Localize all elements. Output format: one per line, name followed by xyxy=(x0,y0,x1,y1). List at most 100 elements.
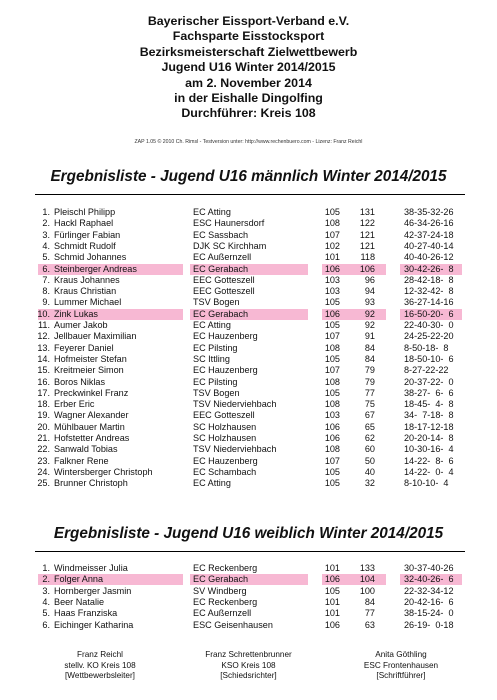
header-line-competition: Bezirksmeisterschaft Zielwettbewerb xyxy=(139,44,358,59)
club-cell: SC Holzhausen xyxy=(193,433,257,443)
highlight-marker xyxy=(190,263,308,275)
name-cell: Wintersberger Christoph xyxy=(54,466,153,477)
result-row: 22. Sanwald Tobias TSV Niederviehbach 108 60… xyxy=(0,444,497,455)
name-cell: Pleischl Philipp xyxy=(54,207,116,217)
signer-function: [Schriftführer] xyxy=(376,671,426,681)
signer-role: KSO Kreis 108 xyxy=(221,660,276,670)
club-cell: EC Hauzenberg xyxy=(193,365,258,376)
rank-cell: 4. xyxy=(42,596,50,607)
result-row: 13. Feyerer Daniel EC Pilsting 108 84 8-50-18… xyxy=(0,343,497,354)
result-row: 24. Wintersberger Christoph EC Schambach 10… xyxy=(0,467,497,478)
rank-cell: 5. xyxy=(42,252,50,263)
header-line-date: am 2. November 2014 xyxy=(185,75,312,90)
club-cell: EC Außernzell xyxy=(193,252,252,263)
series-cell: 18-17-12-18 xyxy=(404,421,454,432)
kreis-cell: 107 xyxy=(324,229,340,240)
club-cell: EC Gerabach xyxy=(193,308,249,319)
signer-name: Anita Göthling xyxy=(375,650,427,659)
rank-cell: 10. xyxy=(37,308,50,319)
result-row: 7. Kraus Johannes EEC Gotteszell 103 96 28-42… xyxy=(0,275,497,286)
kreis-cell: 101 xyxy=(324,252,340,263)
highlight-marker xyxy=(38,574,54,586)
series-cell: 40-40-26-12 xyxy=(404,252,454,263)
highlight-marker xyxy=(400,574,462,586)
points-cell: 131 xyxy=(359,207,375,217)
software-note: ZAP 1.05 © 2010 Ch. Rimsl - Testversion … xyxy=(134,139,363,145)
series-cell: 8-27-22-22 xyxy=(404,365,449,376)
header-line-organizer: Durchführer: Kreis 108 xyxy=(181,106,316,121)
series-cell: 14-22- 8- 6 xyxy=(404,455,454,466)
signer-function: [Schiedsrichter] xyxy=(220,671,277,681)
series-cell: 8-50-18- 8 xyxy=(404,342,449,353)
points-cell: 94 xyxy=(364,286,375,297)
club-cell: EC Pilsting xyxy=(193,376,238,387)
points-cell: 121 xyxy=(359,240,375,251)
rank-cell: 20. xyxy=(37,421,50,432)
kreis-cell: 103 xyxy=(324,410,340,421)
series-cell: 26-19- 0-18 xyxy=(404,619,454,630)
name-cell: Mühlbauer Martin xyxy=(54,421,125,432)
points-cell: 84 xyxy=(364,342,375,353)
kreis-cell: 105 xyxy=(324,353,340,364)
name-cell: Brunner Christoph xyxy=(54,478,128,489)
points-cell: 93 xyxy=(364,297,375,308)
signer-role: stellv. KO Kreis 108 xyxy=(64,660,136,670)
series-cell: 32-40-26- 6 xyxy=(404,574,454,585)
kreis-cell: 107 xyxy=(324,455,340,466)
rank-cell: 3. xyxy=(42,585,50,596)
rank-cell: 11. xyxy=(38,320,50,330)
highlight-marker xyxy=(51,263,183,275)
series-cell: 16-50-20- 6 xyxy=(404,308,454,319)
series-cell: 28-42-18- 8 xyxy=(404,274,454,285)
name-cell: Schmidt Rudolf xyxy=(54,240,116,251)
points-cell: 40 xyxy=(364,466,375,477)
series-cell: 40-27-40-14 xyxy=(404,240,454,251)
series-cell: 30-37-40-26 xyxy=(404,563,454,573)
name-cell: Aumer Jakob xyxy=(54,320,108,330)
highlight-marker xyxy=(51,574,183,586)
rank-cell: 15. xyxy=(37,365,50,376)
name-cell: Schmid Johannes xyxy=(54,252,127,263)
club-cell: EEC Gotteszell xyxy=(193,274,255,285)
name-cell: Steinberger Andreas xyxy=(54,263,137,274)
club-cell: EEC Gotteszell xyxy=(193,410,255,421)
result-row: 21. Hofstetter Andreas SC Holzhausen 106 62 2… xyxy=(0,433,497,444)
points-cell: 84 xyxy=(364,596,375,607)
section-title-female: Ergebnisliste - Jugend U16 weiblich Wint… xyxy=(53,525,444,542)
rank-cell: 1. xyxy=(42,563,50,573)
result-row: 14. Hofmeister Stefan SC Ittling 105 84 18-50… xyxy=(0,354,497,365)
club-cell: EC Gerabach xyxy=(193,263,249,274)
name-cell: Boros Niklas xyxy=(54,376,106,387)
kreis-cell: 105 xyxy=(324,297,340,308)
series-cell: 8-10-10- 4 xyxy=(404,478,449,489)
rank-cell: 3. xyxy=(42,229,50,240)
points-cell: 96 xyxy=(364,274,375,285)
series-cell: 20-42-16- 6 xyxy=(404,596,454,607)
series-cell: 22-40-30- 0 xyxy=(404,320,454,330)
result-row: 5. Schmid Johannes EC Außernzell 101 118 40-4… xyxy=(0,252,497,263)
name-cell: Lummer Michael xyxy=(54,297,122,308)
kreis-cell: 106 xyxy=(324,574,340,585)
rank-cell: 7. xyxy=(42,274,50,285)
points-cell: 50 xyxy=(364,455,375,466)
highlight-marker xyxy=(51,308,183,320)
name-cell: Folger Anna xyxy=(54,574,104,585)
club-cell: DJK SC Kirchham xyxy=(193,240,267,251)
name-cell: Wagner Alexander xyxy=(54,410,129,421)
result-row: 16. Boros Niklas EC Pilsting 108 79 20-37-22-… xyxy=(0,377,497,388)
name-cell: Kreitmeier Simon xyxy=(54,365,124,376)
club-cell: EC Sassbach xyxy=(193,229,249,240)
points-cell: 79 xyxy=(364,376,375,387)
points-cell: 79 xyxy=(364,365,375,376)
points-cell: 133 xyxy=(359,563,375,573)
rank-cell: 17. xyxy=(37,387,50,398)
series-cell: 20-37-22- 0 xyxy=(404,376,454,387)
signer-name: Franz Reichl xyxy=(77,650,123,659)
header-line-category: Jugend U16 Winter 2014/2015 xyxy=(161,60,336,75)
rank-cell: 21. xyxy=(37,433,50,443)
rank-cell: 8. xyxy=(42,286,50,297)
kreis-cell: 105 xyxy=(324,207,340,217)
result-row: 4. Schmidt Rudolf DJK SC Kirchham 102 121 40-… xyxy=(0,241,497,252)
signer-role: ESC Frontenhausen xyxy=(363,660,439,670)
points-cell: 75 xyxy=(364,399,375,410)
